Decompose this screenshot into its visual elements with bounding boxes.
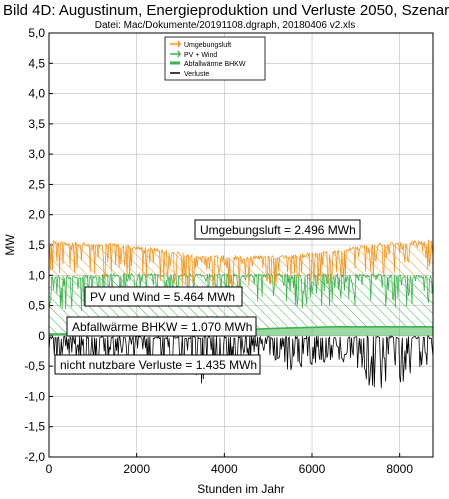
y-tick-label: 0,5	[28, 299, 45, 313]
chart-title: Bild 4D: Augustinum, Energieproduktion u…	[3, 2, 449, 19]
y-tick-label: 0	[38, 329, 45, 343]
legend-label-verluste: Verluste	[184, 71, 209, 78]
annotation-verluste: nicht nutzbare Verluste = 1.435 MWh	[54, 354, 261, 375]
y-tick-label: -1,0	[24, 389, 45, 403]
y-tick-label: 3,5	[28, 117, 45, 131]
y-axis: -2,0 -1,5 -1,0 -0,5 0 0,5 1,0 1,5 2,0 2,5 3,0 3,5 4,…	[24, 26, 53, 464]
legend: Umgebungsluft PV + Wind Abfallwärme BHKW…	[164, 36, 266, 81]
x-tick-label: 8000	[386, 462, 413, 476]
legend-label-pv-wind: PV + Wind	[184, 52, 217, 59]
annotation-pv-wind: PV und Wind = 5.464 MWh	[84, 286, 243, 307]
line-pv-wind	[49, 272, 433, 312]
annotation-pv-wind-text: PV und Wind = 5.464 MWh	[90, 290, 235, 304]
y-tick-label: 4,5	[28, 56, 45, 70]
y-tick-label: 1,0	[28, 268, 45, 282]
x-tick-label: 6000	[299, 462, 326, 476]
legend-item-pv-wind: PV + Wind	[170, 50, 217, 59]
y-tick-label: -1,5	[24, 420, 45, 434]
x-tick-label: 4000	[211, 462, 238, 476]
y-tick-label: 4,0	[28, 87, 45, 101]
y-tick-label: 2,5	[28, 177, 45, 191]
legend-label-abfallwaerme: Abfallwärme BHKW	[184, 61, 246, 68]
chart-subtitle: Datei: Mac/Dokumente/20191108.dgraph, 20…	[95, 20, 356, 31]
plot-frame	[48, 32, 434, 458]
y-tick-label: -2,0	[24, 450, 45, 464]
annotation-abfallwaerme-text: Abfallwärme BHKW = 1.070 MWh	[72, 320, 252, 334]
y-tick-label: 1,5	[28, 238, 45, 252]
y-tick-label: 5,0	[28, 26, 45, 40]
x-axis-label: Stunden im Jahr	[197, 482, 284, 496]
annotation-verluste-text: nicht nutzbare Verluste = 1.435 MWh	[60, 358, 257, 372]
y-axis-label: MW	[3, 234, 17, 256]
y-tick-label: -0,5	[24, 359, 45, 373]
annotation-umgebungsluft: Umgebungsluft = 2.496 MWh	[194, 219, 361, 240]
x-tick-label: 2000	[123, 462, 150, 476]
x-tick-label: 0	[46, 462, 53, 476]
legend-label-umgebungsluft: Umgebungsluft	[184, 42, 231, 49]
legend-item-abfallwaerme: Abfallwärme BHKW	[170, 61, 246, 68]
annotation-umgebungsluft-text: Umgebungsluft = 2.496 MWh	[200, 223, 356, 237]
y-tick-label: 3,0	[28, 147, 45, 161]
legend-item-verluste: Verluste	[170, 71, 209, 78]
annotation-abfallwaerme: Abfallwärme BHKW = 1.070 MWh	[66, 316, 257, 337]
x-axis: 0 2000 4000 6000 8000	[46, 453, 413, 476]
legend-item-umgebungsluft: Umgebungsluft	[170, 40, 231, 49]
line-umgebungsluft	[49, 238, 433, 292]
y-tick-label: 2,0	[28, 208, 45, 222]
